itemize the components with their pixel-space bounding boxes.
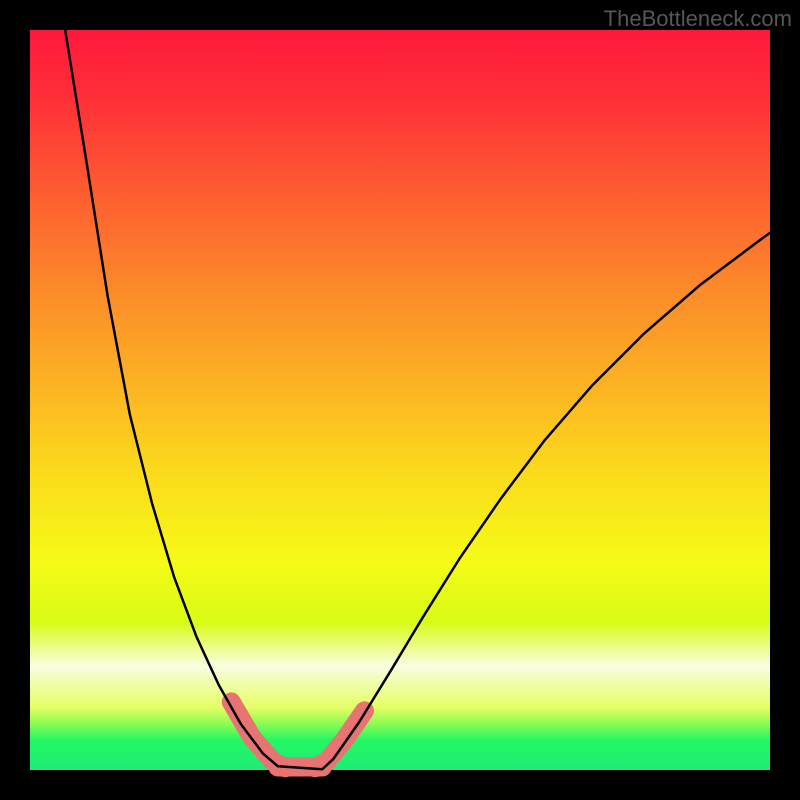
- bottleneck-curve-chart: [0, 0, 800, 800]
- watermark-text: TheBottleneck.com: [604, 6, 792, 32]
- chart-container: TheBottleneck.com: [0, 0, 800, 800]
- gradient-background: [30, 30, 770, 770]
